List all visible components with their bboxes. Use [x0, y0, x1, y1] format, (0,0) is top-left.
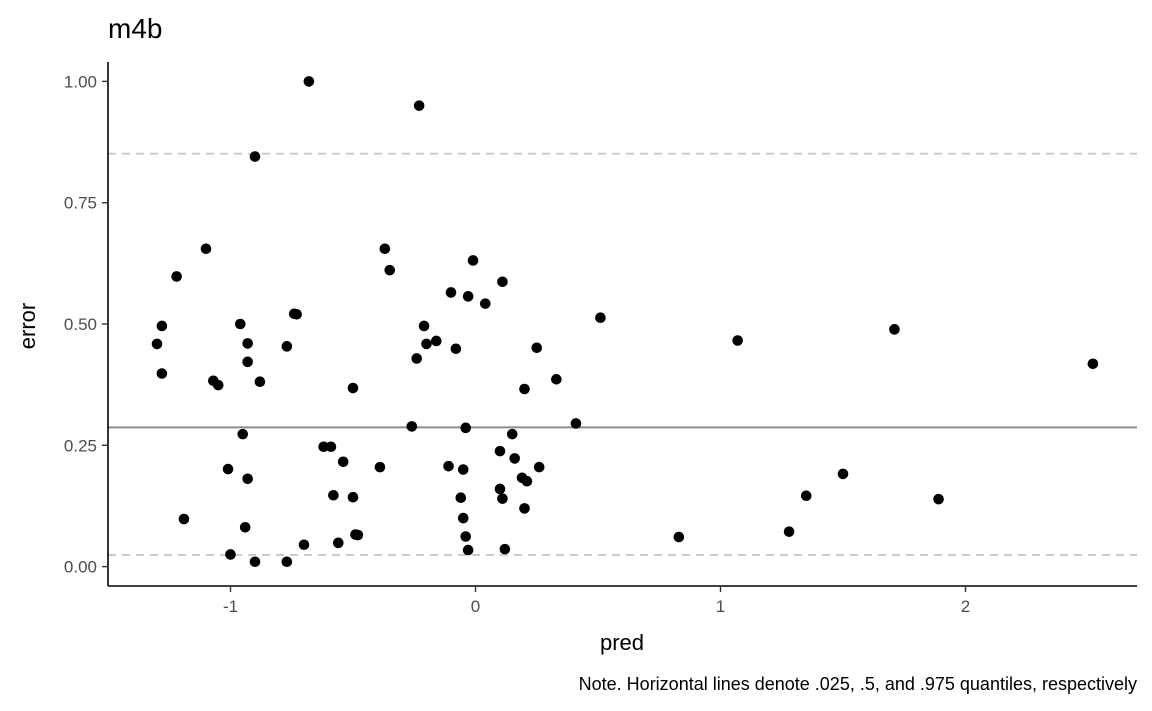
data-point — [384, 264, 396, 276]
data-point — [673, 531, 685, 543]
data-point — [222, 463, 234, 475]
data-point — [460, 422, 472, 434]
y-tick-label: 1.00 — [64, 72, 97, 91]
data-point — [467, 255, 479, 266]
data-point — [933, 493, 944, 505]
data-point — [235, 318, 246, 330]
data-point — [352, 529, 364, 541]
data-point — [732, 335, 743, 346]
data-point — [570, 418, 582, 429]
data-point — [328, 489, 339, 501]
data-point — [519, 383, 530, 395]
data-point — [480, 298, 491, 309]
data-point — [156, 368, 168, 379]
data-point — [249, 556, 261, 568]
data-point — [239, 521, 251, 533]
data-point — [156, 320, 168, 332]
x-tick-label: 2 — [961, 597, 970, 616]
data-point — [497, 276, 508, 288]
data-point — [431, 335, 442, 347]
data-point — [497, 493, 508, 504]
data-point — [421, 338, 432, 350]
data-point — [212, 379, 224, 391]
data-point — [298, 539, 310, 551]
data-point — [531, 342, 543, 354]
data-point — [418, 320, 430, 332]
reference-lines — [108, 152, 1137, 556]
data-point — [837, 468, 849, 480]
y-tick-label: 0.75 — [64, 194, 97, 213]
data-point — [200, 243, 212, 255]
data-point — [171, 271, 182, 282]
data-points — [151, 76, 1099, 568]
data-point — [494, 483, 506, 495]
data-point — [379, 243, 391, 255]
data-point — [460, 531, 472, 542]
x-axis-ticks: -1 0 1 2 — [223, 586, 970, 616]
data-point — [494, 445, 506, 457]
data-point — [281, 341, 293, 352]
data-point — [281, 556, 293, 568]
data-point — [242, 473, 253, 485]
y-tick-label: 0.25 — [64, 436, 97, 455]
chart-caption: Note. Horizontal lines denote .025, .5, … — [579, 674, 1137, 694]
data-point — [443, 460, 454, 472]
x-tick-label: 1 — [716, 597, 725, 616]
data-point — [413, 100, 425, 111]
data-point — [411, 353, 423, 364]
data-point — [237, 428, 249, 440]
x-tick-label: 0 — [471, 597, 480, 616]
data-point — [457, 464, 469, 475]
data-point — [455, 492, 467, 503]
data-point — [450, 343, 462, 355]
data-point — [347, 382, 359, 394]
data-point — [242, 338, 253, 349]
data-point — [406, 421, 418, 432]
data-point — [889, 324, 900, 335]
y-axis-title: error — [15, 303, 40, 349]
data-point — [800, 490, 812, 502]
data-point — [374, 461, 386, 473]
data-point — [457, 512, 469, 524]
data-point — [291, 308, 302, 320]
data-point — [303, 76, 315, 87]
data-point — [249, 151, 261, 162]
data-point — [333, 537, 344, 549]
data-point — [151, 338, 163, 350]
y-tick-label: 0.50 — [64, 315, 97, 334]
data-point — [1087, 358, 1099, 370]
y-tick-label: 0.00 — [64, 558, 97, 577]
data-point — [551, 374, 562, 385]
data-point — [462, 291, 474, 302]
data-point — [325, 441, 337, 453]
data-point — [254, 376, 266, 388]
data-point — [783, 526, 795, 537]
data-point — [499, 543, 511, 555]
data-point — [533, 461, 545, 473]
data-point — [462, 544, 474, 556]
data-point — [337, 456, 349, 468]
x-tick-label: -1 — [223, 597, 238, 616]
data-point — [347, 491, 359, 503]
data-point — [521, 475, 533, 487]
chart-title: m4b — [108, 13, 162, 44]
data-point — [509, 453, 520, 464]
data-point — [445, 287, 457, 298]
data-point — [318, 441, 329, 453]
data-point — [506, 428, 518, 440]
data-point — [519, 503, 530, 514]
data-point — [595, 312, 606, 323]
data-point — [242, 356, 253, 368]
data-point — [225, 549, 236, 560]
y-axis-ticks: 0.00 0.25 0.50 0.75 1.00 — [64, 72, 108, 577]
data-point — [178, 513, 190, 525]
x-axis-title: pred — [600, 630, 644, 655]
